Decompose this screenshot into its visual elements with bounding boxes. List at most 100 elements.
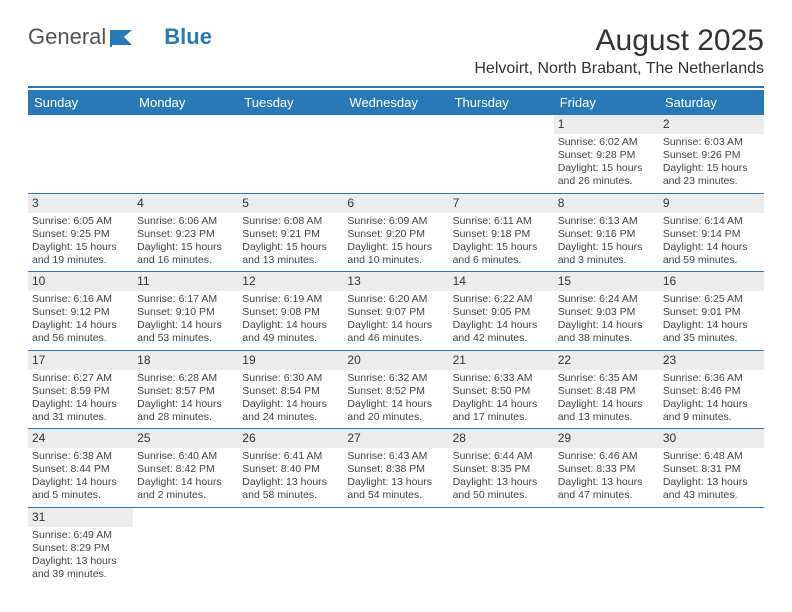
- day-cell: 23Sunrise: 6:36 AMSunset: 8:46 PMDayligh…: [659, 350, 764, 429]
- daylight: Daylight: 13 hours and 50 minutes.: [453, 476, 550, 502]
- sunset: Sunset: 8:59 PM: [32, 385, 129, 398]
- day-cell: 9Sunrise: 6:14 AMSunset: 9:14 PMDaylight…: [659, 193, 764, 272]
- week-row: .....1Sunrise: 6:02 AMSunset: 9:28 PMDay…: [28, 115, 764, 193]
- day-cell: .: [28, 115, 133, 193]
- day-number: 8: [554, 194, 659, 213]
- day-number: 23: [659, 351, 764, 370]
- day-number: 6: [343, 194, 448, 213]
- sunset: Sunset: 9:26 PM: [663, 149, 760, 162]
- day-number: 1: [554, 115, 659, 134]
- day-cell: 16Sunrise: 6:25 AMSunset: 9:01 PMDayligh…: [659, 272, 764, 351]
- logo-text-2: Blue: [164, 24, 212, 50]
- sunrise: Sunrise: 6:05 AM: [32, 215, 129, 228]
- daylight: Daylight: 13 hours and 58 minutes.: [242, 476, 339, 502]
- day-cell: 8 Sunrise: 6:13 AMSunset: 9:16 PMDaylight…: [554, 193, 659, 272]
- sunrise: Sunrise: 6:35 AM: [558, 372, 655, 385]
- day-number: 18: [133, 351, 238, 370]
- sunset: Sunset: 8:33 PM: [558, 463, 655, 476]
- flag-icon: [110, 27, 136, 47]
- day-number: 11: [133, 272, 238, 291]
- day-cell: .: [238, 507, 343, 585]
- day-cell: 3Sunrise: 6:05 AMSunset: 9:25 PMDaylight…: [28, 193, 133, 272]
- day-cell: 12Sunrise: 6:19 AMSunset: 9:08 PMDayligh…: [238, 272, 343, 351]
- day-cell: 4Sunrise: 6:06 AMSunset: 9:23 PMDaylight…: [133, 193, 238, 272]
- day-number: 14: [449, 272, 554, 291]
- col-header: Friday: [554, 90, 659, 115]
- sunrise: Sunrise: 6:44 AM: [453, 450, 550, 463]
- col-header: Tuesday: [238, 90, 343, 115]
- sunset: Sunset: 8:52 PM: [347, 385, 444, 398]
- daylight: Daylight: 14 hours and 53 minutes.: [137, 319, 234, 345]
- sunrise: Sunrise: 6:46 AM: [558, 450, 655, 463]
- sunrise: Sunrise: 6:14 AM: [663, 215, 760, 228]
- day-number: 28: [449, 429, 554, 448]
- sunrise: Sunrise: 6:32 AM: [347, 372, 444, 385]
- sunset: Sunset: 9:10 PM: [137, 306, 234, 319]
- day-number: 3: [28, 194, 133, 213]
- day-number: 15: [554, 272, 659, 291]
- week-row: 10Sunrise: 6:16 AMSunset: 9:12 PMDayligh…: [28, 272, 764, 351]
- sunset: Sunset: 8:29 PM: [32, 542, 129, 555]
- daylight: Daylight: 15 hours and 3 minutes.: [558, 241, 655, 267]
- sunrise: Sunrise: 6:41 AM: [242, 450, 339, 463]
- day-cell: 29Sunrise: 6:46 AMSunset: 8:33 PMDayligh…: [554, 429, 659, 508]
- daylight: Daylight: 14 hours and 31 minutes.: [32, 398, 129, 424]
- daylight: Daylight: 14 hours and 17 minutes.: [453, 398, 550, 424]
- day-cell: 13Sunrise: 6:20 AMSunset: 9:07 PMDayligh…: [343, 272, 448, 351]
- day-cell: .: [449, 507, 554, 585]
- day-number: 20: [343, 351, 448, 370]
- daylight: Daylight: 15 hours and 13 minutes.: [242, 241, 339, 267]
- daylight: Daylight: 15 hours and 19 minutes.: [32, 241, 129, 267]
- sunrise: Sunrise: 6:13 AM: [558, 215, 655, 228]
- sunset: Sunset: 9:28 PM: [558, 149, 655, 162]
- day-number: 19: [238, 351, 343, 370]
- day-cell: 25Sunrise: 6:40 AMSunset: 8:42 PMDayligh…: [133, 429, 238, 508]
- sunset: Sunset: 9:16 PM: [558, 228, 655, 241]
- week-row: 3Sunrise: 6:05 AMSunset: 9:25 PMDaylight…: [28, 193, 764, 272]
- sunrise: Sunrise: 6:43 AM: [347, 450, 444, 463]
- sunset: Sunset: 9:12 PM: [32, 306, 129, 319]
- day-number: 12: [238, 272, 343, 291]
- day-cell: 19Sunrise: 6:30 AMSunset: 8:54 PMDayligh…: [238, 350, 343, 429]
- daylight: Daylight: 14 hours and 42 minutes.: [453, 319, 550, 345]
- day-cell: 21Sunrise: 6:33 AMSunset: 8:50 PMDayligh…: [449, 350, 554, 429]
- day-number: 16: [659, 272, 764, 291]
- sunrise: Sunrise: 6:40 AM: [137, 450, 234, 463]
- day-cell: .: [133, 115, 238, 193]
- sunset: Sunset: 9:07 PM: [347, 306, 444, 319]
- week-row: 31Sunrise: 6:49 AMSunset: 8:29 PMDayligh…: [28, 507, 764, 585]
- title-block: August 2025 Helvoirt, North Brabant, The…: [474, 24, 764, 78]
- header: General Blue August 2025 Helvoirt, North…: [28, 24, 764, 78]
- day-cell: 2Sunrise: 6:03 AMSunset: 9:26 PMDaylight…: [659, 115, 764, 193]
- sunrise: Sunrise: 6:08 AM: [242, 215, 339, 228]
- sunrise: Sunrise: 6:27 AM: [32, 372, 129, 385]
- day-number: 17: [28, 351, 133, 370]
- sunset: Sunset: 8:35 PM: [453, 463, 550, 476]
- week-row: 17Sunrise: 6:27 AMSunset: 8:59 PMDayligh…: [28, 350, 764, 429]
- day-number: 30: [659, 429, 764, 448]
- location: Helvoirt, North Brabant, The Netherlands: [474, 60, 764, 78]
- sunset: Sunset: 9:20 PM: [347, 228, 444, 241]
- sunset: Sunset: 8:48 PM: [558, 385, 655, 398]
- day-number: 24: [28, 429, 133, 448]
- sunrise: Sunrise: 6:28 AM: [137, 372, 234, 385]
- sunset: Sunset: 8:54 PM: [242, 385, 339, 398]
- sunset: Sunset: 9:05 PM: [453, 306, 550, 319]
- day-cell: 11Sunrise: 6:17 AMSunset: 9:10 PMDayligh…: [133, 272, 238, 351]
- daylight: Daylight: 13 hours and 43 minutes.: [663, 476, 760, 502]
- day-cell: 1Sunrise: 6:02 AMSunset: 9:28 PMDaylight…: [554, 115, 659, 193]
- logo: General Blue: [28, 24, 212, 50]
- sunrise: Sunrise: 6:19 AM: [242, 293, 339, 306]
- sunset: Sunset: 8:46 PM: [663, 385, 760, 398]
- week-row: 24Sunrise: 6:38 AMSunset: 8:44 PMDayligh…: [28, 429, 764, 508]
- day-number: 21: [449, 351, 554, 370]
- sunset: Sunset: 9:18 PM: [453, 228, 550, 241]
- daylight: Daylight: 14 hours and 9 minutes.: [663, 398, 760, 424]
- sunset: Sunset: 9:21 PM: [242, 228, 339, 241]
- col-header: Wednesday: [343, 90, 448, 115]
- day-cell: 28 Sunrise: 6:44 AMSunset: 8:35 PMDayligh…: [449, 429, 554, 508]
- day-number: 26: [238, 429, 343, 448]
- sunrise: Sunrise: 6:06 AM: [137, 215, 234, 228]
- day-cell: 30Sunrise: 6:48 AMSunset: 8:31 PMDayligh…: [659, 429, 764, 508]
- sunset: Sunset: 9:03 PM: [558, 306, 655, 319]
